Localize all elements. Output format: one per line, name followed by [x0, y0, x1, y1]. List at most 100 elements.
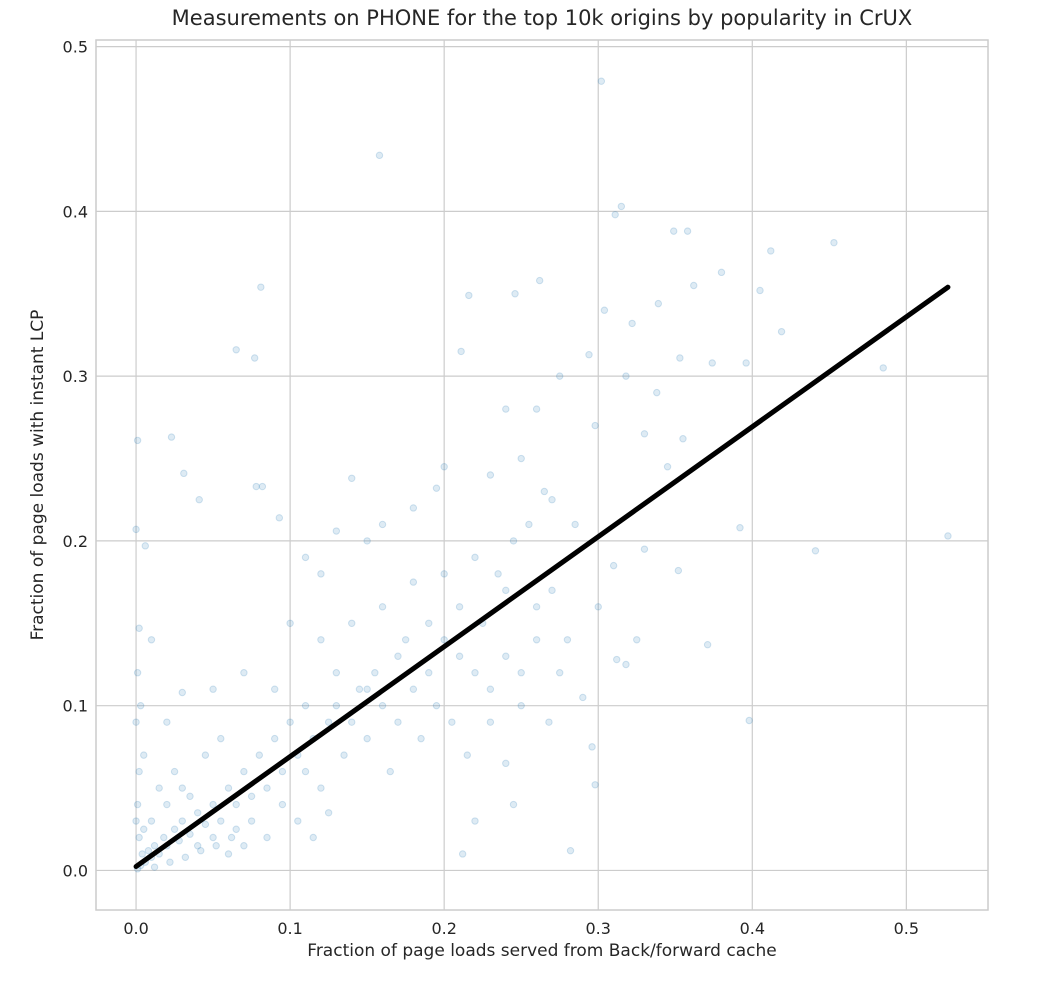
data-point [324, 718, 333, 726]
data-point [332, 669, 341, 677]
data-point [455, 652, 464, 660]
data-point [401, 636, 410, 644]
data-point [224, 850, 233, 858]
data-point [585, 351, 593, 359]
data-point [579, 693, 587, 702]
data-point [317, 636, 325, 644]
data-point [301, 553, 310, 562]
data-point [663, 463, 672, 471]
data-point [717, 268, 726, 277]
data-point [163, 718, 171, 726]
data-point [425, 619, 433, 627]
y-tick-label: 0.4 [63, 202, 88, 221]
data-point [432, 484, 441, 492]
data-point [683, 227, 692, 235]
data-point [465, 291, 473, 300]
data-point [455, 603, 464, 611]
data-point [135, 624, 143, 632]
data-point [332, 527, 341, 535]
data-point [417, 734, 425, 743]
data-point [674, 566, 683, 575]
data-point [378, 603, 387, 611]
data-point [278, 767, 287, 776]
data-point [275, 514, 284, 522]
data-point [622, 660, 630, 669]
chart-title: Measurements on PHONE for the top 10k or… [171, 6, 913, 30]
data-point [613, 655, 621, 664]
data-point [622, 372, 630, 380]
data-point [363, 734, 371, 743]
data-point [301, 767, 310, 776]
data-point [160, 833, 168, 842]
data-point [250, 354, 259, 362]
data-point [830, 238, 838, 247]
data-point [240, 669, 248, 677]
data-point [278, 800, 287, 809]
data-point [548, 586, 556, 595]
data-point [440, 570, 448, 578]
data-point [517, 701, 525, 710]
data-point [240, 842, 248, 850]
data-point [545, 718, 553, 726]
plot-frame [95, 39, 989, 911]
data-point [271, 685, 279, 693]
data-point [257, 283, 265, 291]
data-point [600, 306, 609, 314]
data-point [556, 669, 564, 677]
data-point [348, 619, 356, 627]
y-tick-label: 0.2 [63, 532, 88, 551]
data-point [502, 586, 510, 595]
data-point [736, 524, 744, 532]
x-tick-label: 0.4 [740, 919, 765, 938]
data-point [232, 800, 240, 809]
data-point [140, 825, 148, 833]
data-point [317, 784, 325, 792]
data-point [252, 482, 260, 491]
data-point [811, 547, 820, 555]
data-point [232, 346, 240, 354]
data-point [448, 718, 456, 726]
data-point [556, 372, 564, 380]
data-point [777, 327, 786, 336]
data-point [136, 701, 145, 710]
data-point [135, 767, 143, 776]
data-point [340, 751, 348, 759]
data-point [394, 718, 402, 726]
data-point [563, 636, 572, 644]
data-point [628, 319, 636, 328]
data-point [679, 435, 687, 443]
data-point [193, 809, 202, 817]
data-point [217, 734, 225, 743]
y-tick-label: 0.0 [63, 861, 88, 880]
data-point [133, 436, 142, 445]
data-point [708, 359, 716, 367]
data-point [767, 247, 775, 255]
data-point [742, 359, 750, 367]
data-point [458, 850, 467, 858]
data-point [597, 77, 606, 85]
data-point [566, 846, 575, 855]
data-point [471, 669, 479, 677]
data-point [324, 809, 333, 817]
data-point [355, 685, 364, 693]
data-point [540, 487, 549, 496]
data-point [132, 718, 140, 726]
data-point [509, 800, 518, 809]
data-point [440, 463, 448, 471]
data-point [144, 846, 153, 855]
data-point [197, 846, 205, 855]
data-point [294, 817, 302, 825]
data-point [386, 767, 394, 776]
data-point [317, 570, 325, 578]
data-point [309, 833, 317, 842]
data-point [640, 545, 649, 553]
data-point [532, 636, 541, 644]
data-point [170, 825, 179, 833]
data-point [232, 825, 240, 833]
data-point [571, 520, 579, 529]
data-point [502, 405, 510, 413]
data-point [670, 227, 678, 235]
x-axis-label: Fraction of page loads served from Back/… [307, 941, 777, 961]
data-point [409, 685, 418, 693]
data-point [209, 800, 217, 809]
